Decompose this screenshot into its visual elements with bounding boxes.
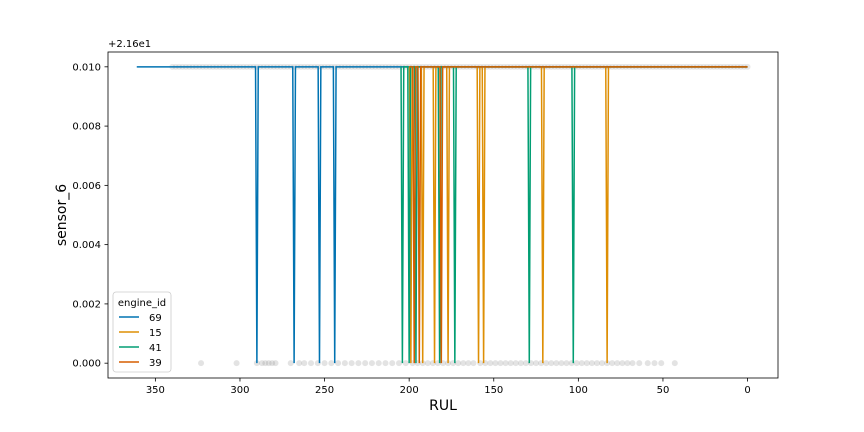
scatter-point: [396, 360, 403, 367]
scatter-point: [651, 360, 658, 367]
scatter-point: [573, 360, 580, 367]
scatter-point: [588, 360, 595, 367]
x-tick-label: 0: [744, 385, 750, 396]
y-axis-label: sensor_6: [54, 184, 70, 246]
x-tick-label: 50: [657, 385, 670, 396]
scatter-point: [609, 360, 616, 367]
series-line-69: [136, 66, 748, 364]
series-line-15: [408, 66, 748, 364]
scatter-point: [558, 360, 565, 367]
scatter-point: [258, 360, 265, 367]
scatter-point: [543, 360, 550, 367]
x-tick-label: 300: [230, 385, 249, 396]
scatter-point: [658, 360, 665, 367]
x-axis: 350 300 250 200 150 100 50 0: [146, 378, 751, 396]
scatter-point: [233, 360, 240, 367]
legend-entry: 15: [149, 328, 162, 339]
legend-entry: 69: [149, 313, 162, 324]
scatter-point: [487, 360, 494, 367]
scatter-point: [455, 360, 462, 367]
scatter-point: [301, 360, 308, 367]
scatter-point: [321, 360, 328, 367]
scatter-point: [308, 360, 315, 367]
scatter-point: [614, 360, 621, 367]
scatter-point: [265, 360, 272, 367]
scatter-point: [328, 360, 335, 367]
scatter-point: [644, 360, 651, 367]
scatter-point: [578, 360, 585, 367]
y-tick-label: 0.008: [72, 122, 101, 133]
scatter-point: [604, 360, 611, 367]
scatter-point: [460, 360, 467, 367]
scatter-point: [517, 360, 524, 367]
scatter-point: [507, 360, 514, 367]
plot-area: [136, 63, 751, 367]
scatter-point: [470, 360, 477, 367]
scatter-point: [262, 360, 269, 367]
scatter-point: [362, 360, 369, 367]
x-tick-label: 250: [315, 385, 334, 396]
x-tick-label: 150: [484, 385, 503, 396]
y-axis: 0.000 0.002 0.004 0.006 0.008 0.010: [72, 62, 108, 370]
legend-box: [112, 291, 172, 373]
plot-frame: [107, 51, 779, 379]
scatter-point: [522, 360, 529, 367]
x-tick-label: 200: [400, 385, 419, 396]
scatter-point: [593, 360, 600, 367]
scatter-point: [253, 360, 260, 367]
scatter-point: [348, 360, 355, 367]
x-tick-label: 100: [569, 385, 588, 396]
scatter-point: [198, 360, 205, 367]
scatter-point: [341, 360, 348, 367]
scatter-point: [355, 360, 362, 367]
y-tick-label: 0.004: [72, 240, 101, 251]
scatter-zero-band: [198, 360, 678, 367]
y-tick-label: 0.006: [72, 181, 101, 192]
scatter-point: [272, 360, 279, 367]
scatter-point: [375, 360, 382, 367]
x-axis-label: RUL: [429, 398, 457, 414]
scatter-point: [497, 360, 504, 367]
scatter-point: [512, 360, 519, 367]
scatter-point: [671, 360, 678, 367]
scatter-point: [629, 360, 636, 367]
y-offset-label: +2.16e1: [108, 39, 151, 50]
legend-title: engine_id: [118, 298, 166, 309]
scatter-point: [269, 360, 276, 367]
scatter-point: [335, 360, 342, 367]
series-line-41: [400, 66, 748, 364]
y-tick-label: 0.010: [72, 62, 101, 73]
scatter-point: [296, 360, 303, 367]
scatter-point: [424, 360, 431, 367]
scatter-point: [553, 360, 560, 367]
legend-entry: 39: [149, 358, 162, 369]
scatter-point: [419, 360, 426, 367]
legend-entry: 41: [149, 343, 162, 354]
x-tick-label: 350: [146, 385, 165, 396]
scatter-point: [445, 360, 452, 367]
scatter-point: [624, 360, 631, 367]
legend: engine_id 69 15 41 39: [112, 291, 172, 373]
scatter-point: [382, 360, 389, 367]
scatter-point: [619, 360, 626, 367]
scatter-point: [465, 360, 472, 367]
y-tick-label: 0.000: [72, 359, 101, 370]
scatter-point: [389, 360, 396, 367]
series-line-39: [409, 66, 748, 364]
scatter-point: [563, 360, 570, 367]
scatter-point: [533, 360, 540, 367]
scatter-point: [287, 360, 294, 367]
scatter-point: [599, 360, 606, 367]
scatter-point: [502, 360, 509, 367]
scatter-point: [492, 360, 499, 367]
y-tick-label: 0.002: [72, 299, 101, 310]
scatter-point: [402, 360, 409, 367]
scatter-point: [583, 360, 590, 367]
scatter-point: [548, 360, 555, 367]
scatter-point: [636, 360, 643, 367]
scatter-point: [368, 360, 375, 367]
